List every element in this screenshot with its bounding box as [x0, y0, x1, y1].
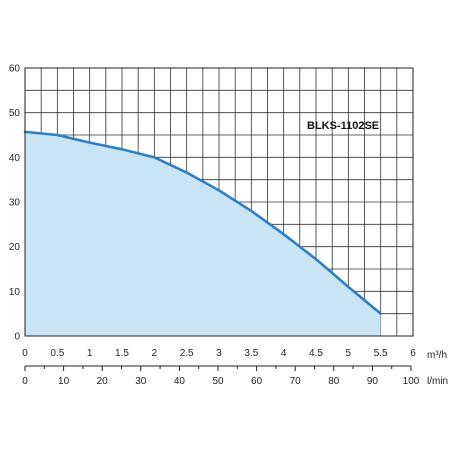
y-tick-label: 0: [14, 332, 20, 343]
x2-tick-label: 0: [22, 376, 28, 387]
x2-tick-label: 90: [367, 376, 379, 387]
chart-label: BLKS-1102SE: [307, 120, 379, 132]
y-tick-label: 30: [9, 198, 21, 209]
x-tick-label: 2.5: [180, 348, 194, 359]
x-tick-label: 1: [87, 348, 93, 359]
x-tick-label: 2: [152, 348, 158, 359]
x2-tick-label: 20: [97, 376, 109, 387]
x-tick-label: 0: [22, 348, 28, 359]
series-layer: [23, 130, 382, 336]
series-line: [23, 130, 382, 315]
x-tick-label: 5: [346, 348, 352, 359]
y-tick-label: 50: [9, 108, 21, 119]
x2-tick-label: 10: [58, 376, 70, 387]
y-tick-label: 60: [9, 64, 21, 75]
x-tick-label: 3.5: [244, 348, 258, 359]
x2-tick-label: 60: [251, 376, 263, 387]
x2-tick-label: 100: [403, 376, 420, 387]
x2-tick-label: 30: [135, 376, 147, 387]
y-tick-label: 40: [9, 153, 21, 164]
y-tick-label: 10: [9, 287, 21, 298]
x2-axis-unit: l/min: [427, 376, 448, 387]
x-tick-label: 0.5: [50, 348, 64, 359]
x-tick-label: 1.5: [115, 348, 129, 359]
x2-tick-label: 80: [328, 376, 340, 387]
x2-tick-label: 50: [212, 376, 224, 387]
x-axis-unit: m³/h: [427, 350, 447, 361]
plot-border: [24, 67, 414, 337]
x-tick-label: 3: [216, 348, 222, 359]
x-tick-label: 5.5: [374, 348, 388, 359]
x-tick-label: 4: [281, 348, 287, 359]
series-area-fill: [25, 131, 381, 336]
x2-tick-label: 70: [290, 376, 302, 387]
x-tick-label: 6: [410, 348, 416, 359]
y-tick-label: 20: [9, 242, 21, 253]
x-tick-label: 4.5: [309, 348, 323, 359]
x2-tick-label: 40: [174, 376, 186, 387]
